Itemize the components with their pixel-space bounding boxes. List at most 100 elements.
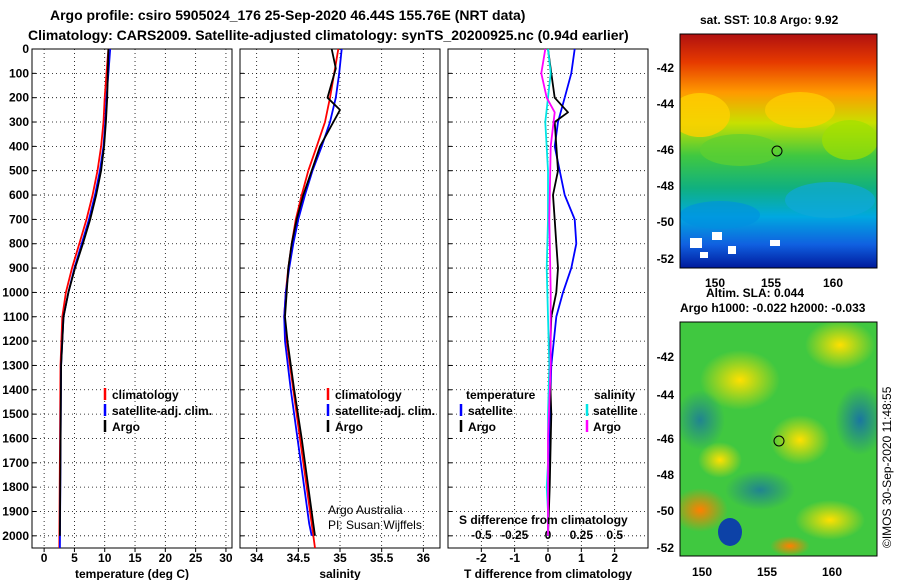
- tick-label: 160: [823, 276, 843, 290]
- tick-label-depth: 1300: [2, 358, 29, 372]
- temperature-panel: 0100200300400500600700800900100011001200…: [2, 42, 233, 580]
- tick-label: -42: [657, 350, 675, 364]
- tick-label: 155: [761, 276, 781, 290]
- sst-map-yticks: -42 -44 -46 -48 -50 -52: [657, 61, 675, 266]
- tick-label-depth: 1000: [2, 285, 29, 299]
- tick-label-depth: 800: [9, 237, 29, 251]
- tick-label-x2: -0.25: [501, 528, 529, 542]
- difference-panel: -2 -1 0 1 2-0.5 -0.25 0 0.25 0.5T difference fro…: [447, 48, 649, 580]
- tick-label: -46: [657, 432, 675, 446]
- tick-label-x: 30: [219, 551, 233, 565]
- tick-label: -48: [657, 179, 675, 193]
- salinity-legend: climatology satellite-adj. clim. Argo: [326, 388, 435, 434]
- sla-map-title: Altim. SLA: 0.044: [706, 286, 804, 300]
- tick-label-x: 36: [417, 551, 431, 565]
- tick-label-depth: 2000: [2, 529, 29, 543]
- tick-label-x: -1: [509, 551, 520, 565]
- tick-label-x: -2: [476, 551, 487, 565]
- tick-label-depth: 1200: [2, 334, 29, 348]
- argo-location-marker: [771, 145, 783, 157]
- tick-label: -52: [657, 252, 675, 266]
- tick-label-x: 15: [128, 551, 142, 565]
- tick-label-depth: 400: [9, 139, 29, 153]
- tick-label-depth: 700: [9, 212, 29, 226]
- credit-text: ©IMOS 30-Sep-2020 11:48:55: [880, 386, 894, 548]
- tick-label-depth: 900: [9, 261, 29, 275]
- tick-label-depth: 1600: [2, 431, 29, 445]
- tick-label-depth: 100: [9, 66, 29, 80]
- tick-label: 155: [757, 565, 777, 579]
- tick-label-x: 34.5: [287, 551, 311, 565]
- difference-legend: temperature salinity satellite Argo sate…: [459, 388, 638, 434]
- tick-label-depth: 300: [9, 115, 29, 129]
- legend-label-climatology: climatology: [335, 388, 402, 402]
- legend-label-t-argo: Argo: [468, 420, 496, 434]
- tick-label: -42: [657, 61, 675, 75]
- tick-label: 150: [692, 565, 712, 579]
- salinity-panel: 34 34.5 35 35.5 36 salinity: [239, 48, 441, 580]
- tick-label-depth: 600: [9, 188, 29, 202]
- axis-label-x: T difference from climatology: [464, 567, 632, 580]
- tick-label-x2: 0.25: [570, 528, 594, 542]
- legend-label-t-satellite: satellite: [468, 404, 513, 418]
- sst-map-xticks: 150 155 160: [705, 276, 843, 290]
- tick-label-depth: 1400: [2, 383, 29, 397]
- tick-label-x: 2: [611, 551, 618, 565]
- legend-label-argo: Argo: [335, 420, 363, 434]
- legend-label-argo: Argo: [112, 420, 140, 434]
- sst-map-title: sat. SST: 10.8 Argo: 9.92: [700, 13, 839, 27]
- legend-label-s-satellite: satellite: [593, 404, 638, 418]
- tick-label-depth: 1900: [2, 504, 29, 518]
- tick-label-x: 1: [578, 551, 585, 565]
- tick-label-x: 34: [250, 551, 264, 565]
- series-line-s_argo: [540, 48, 556, 536]
- tick-label-x: 10: [98, 551, 112, 565]
- sla-map-xticks: 150 155 160: [692, 565, 842, 579]
- sla-map-yticks: -42 -44 -46 -48 -50 -52: [657, 350, 675, 555]
- sla-map-texture: [680, 322, 877, 556]
- tick-label-x2: 0.5: [606, 528, 623, 542]
- tick-label-x: 5: [71, 551, 78, 565]
- tick-label: -44: [657, 388, 675, 402]
- plot-frame: [31, 48, 233, 549]
- tick-label-depth: 1800: [2, 480, 29, 494]
- axis-label-x: temperature (deg C): [75, 567, 189, 580]
- sst-map-texture: [680, 92, 877, 258]
- tick-label: -50: [657, 215, 675, 229]
- legend-label-satellite: satellite-adj. clim.: [335, 404, 435, 418]
- tick-label: -50: [657, 504, 675, 518]
- header-subtitle: Climatology: CARS2009. Satellite-adjuste…: [28, 27, 629, 43]
- argo-location-marker: [773, 435, 785, 447]
- sla-map: [679, 321, 878, 557]
- annotation-line1: Argo Australia: [328, 503, 403, 517]
- tick-label-x: 35.5: [370, 551, 394, 565]
- temperature-legend: climatology satellite-adj. clim. Argo: [103, 388, 212, 434]
- tick-label-x: 0: [41, 551, 48, 565]
- axis-label-x: salinity: [319, 567, 361, 580]
- tick-label-depth: 1100: [3, 310, 29, 324]
- legend-title-salinity: salinity: [594, 388, 636, 402]
- series-line-argo: [59, 48, 110, 536]
- legend-label-satellite: satellite-adj. clim.: [112, 404, 212, 418]
- series-line-climatology: [58, 48, 110, 549]
- tick-label-x: 25: [189, 551, 203, 565]
- legend-label-climatology: climatology: [112, 388, 179, 402]
- tick-label-depth: 200: [9, 91, 29, 105]
- tick-label: 160: [822, 565, 842, 579]
- sla-map-subtitle: Argo h1000: -0.022 h2000: -0.033: [680, 301, 866, 315]
- tick-label-x: 0: [545, 551, 552, 565]
- tick-label-x: 35: [333, 551, 347, 565]
- tick-label-depth: 500: [9, 164, 29, 178]
- tick-label: -48: [657, 468, 675, 482]
- sst-map: [679, 33, 878, 269]
- tick-label: -52: [657, 541, 675, 555]
- tick-label-depth: 0: [22, 42, 29, 56]
- legend-label-s-argo: Argo: [593, 420, 621, 434]
- tick-label: 150: [705, 276, 725, 290]
- header-title: Argo profile: csiro 5905024_176 25-Sep-2…: [50, 7, 525, 23]
- tick-label-depth: 1700: [2, 456, 29, 470]
- tick-label-depth: 1500: [2, 407, 29, 421]
- tick-label-x2: -0.5: [471, 528, 492, 542]
- series-line-satellite: [283, 48, 343, 536]
